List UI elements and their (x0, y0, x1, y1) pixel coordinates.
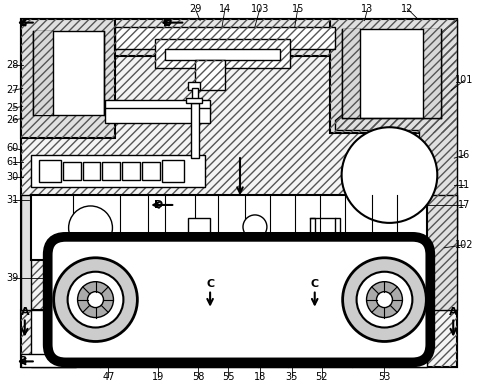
Bar (21, 354, 76, 367)
Bar (33, 31, 53, 115)
Circle shape (342, 127, 437, 223)
Bar (102, 162, 120, 180)
Bar (33, 31, 53, 115)
Text: A: A (21, 307, 29, 317)
Bar (21, 310, 457, 367)
Bar (21, 19, 116, 138)
Text: 14: 14 (219, 4, 231, 14)
Text: 101: 101 (455, 75, 473, 86)
Text: 47: 47 (102, 372, 115, 382)
Text: 31: 31 (7, 195, 19, 205)
Bar (83, 162, 100, 180)
Bar (116, 26, 335, 49)
Bar (342, 29, 359, 118)
Text: A: A (449, 307, 457, 317)
Bar (21, 310, 457, 367)
Text: C: C (206, 279, 214, 289)
Bar (31, 155, 205, 187)
Bar (155, 39, 290, 68)
Text: 25: 25 (7, 103, 19, 113)
Bar (162, 160, 184, 182)
Bar (116, 26, 335, 49)
Circle shape (357, 272, 413, 328)
Text: 28: 28 (7, 60, 19, 70)
Text: 11: 11 (458, 180, 470, 190)
Circle shape (367, 282, 402, 317)
Bar (186, 98, 202, 103)
Bar (195, 60, 225, 90)
Text: 13: 13 (361, 4, 374, 14)
Text: D: D (163, 18, 172, 28)
Bar (116, 26, 335, 49)
Circle shape (343, 258, 426, 342)
Circle shape (67, 272, 123, 328)
Bar (155, 39, 290, 68)
Text: 18: 18 (254, 372, 266, 382)
Bar (188, 218, 210, 236)
Bar (116, 19, 335, 56)
Text: 52: 52 (315, 372, 328, 382)
Circle shape (87, 292, 103, 308)
Circle shape (77, 282, 113, 317)
Bar (330, 19, 457, 133)
Text: 35: 35 (286, 372, 298, 382)
Text: C: C (311, 279, 319, 289)
Text: 30: 30 (7, 172, 19, 182)
Bar (116, 19, 335, 56)
Bar (106, 108, 210, 123)
Bar (21, 19, 457, 367)
Text: 53: 53 (378, 372, 391, 382)
Text: 17: 17 (458, 200, 470, 210)
Bar (330, 19, 457, 133)
Bar (33, 31, 105, 115)
Circle shape (54, 258, 137, 342)
Text: 103: 103 (251, 4, 269, 14)
Text: 15: 15 (292, 4, 304, 14)
Text: 102: 102 (455, 240, 473, 250)
Bar (21, 19, 116, 138)
Polygon shape (335, 19, 457, 230)
Bar (122, 162, 141, 180)
Bar (195, 60, 225, 90)
Bar (165, 49, 280, 60)
Bar (21, 19, 457, 367)
Circle shape (377, 292, 392, 308)
Bar (424, 29, 441, 118)
Bar (192, 88, 198, 100)
Text: 16: 16 (458, 150, 470, 160)
Bar (31, 310, 427, 367)
Circle shape (69, 206, 112, 250)
Polygon shape (415, 195, 457, 310)
Text: B: B (19, 18, 27, 28)
Text: 27: 27 (7, 85, 19, 95)
Text: 60: 60 (7, 143, 19, 153)
Bar (191, 103, 199, 158)
Text: 26: 26 (7, 115, 19, 125)
Bar (63, 162, 81, 180)
Bar (31, 195, 427, 260)
Polygon shape (21, 195, 31, 310)
FancyBboxPatch shape (48, 237, 430, 363)
Bar (142, 162, 160, 180)
Text: 61: 61 (7, 157, 19, 167)
Text: 55: 55 (222, 372, 234, 382)
Bar (335, 218, 340, 236)
Text: 19: 19 (152, 372, 164, 382)
Bar (424, 29, 441, 118)
Text: 58: 58 (192, 372, 204, 382)
Bar (106, 100, 210, 112)
Circle shape (243, 215, 267, 239)
Bar (155, 39, 290, 68)
Text: 29: 29 (189, 4, 201, 14)
Text: B: B (19, 356, 27, 366)
Bar (195, 60, 225, 90)
Text: 12: 12 (401, 4, 413, 14)
Bar (342, 29, 441, 118)
Bar (188, 82, 200, 90)
Bar (342, 29, 359, 118)
Text: D: D (153, 200, 163, 210)
Text: 39: 39 (7, 273, 19, 283)
Bar (310, 218, 315, 236)
Bar (39, 160, 61, 182)
